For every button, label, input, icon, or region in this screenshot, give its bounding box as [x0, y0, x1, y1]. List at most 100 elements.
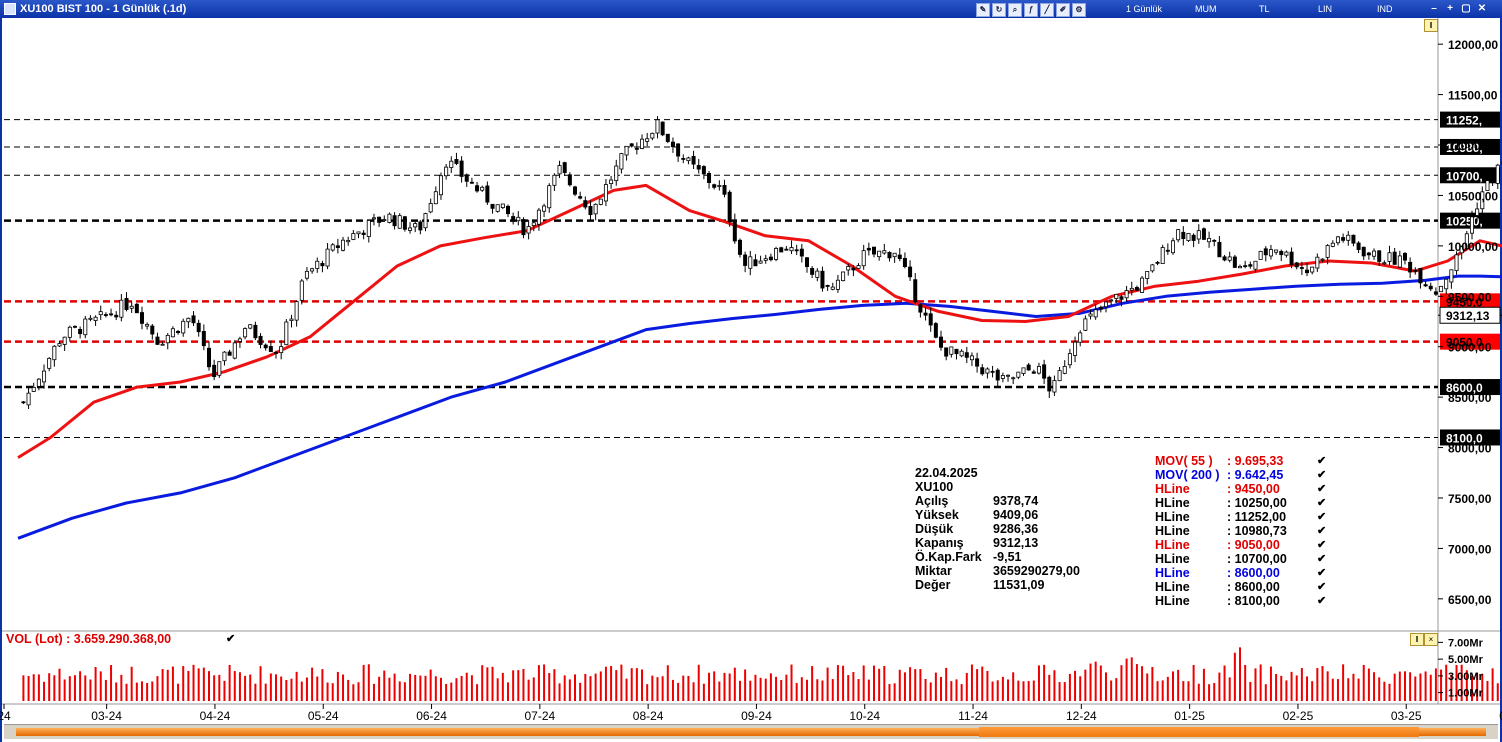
- legend-value: : 8100,00: [1227, 594, 1280, 608]
- hline-label-bg: [1440, 333, 1500, 350]
- candle-body: [304, 270, 309, 279]
- formula-icon[interactable]: ƒ: [1024, 3, 1038, 17]
- candle-body: [1475, 208, 1480, 216]
- candle-body: [1243, 265, 1248, 268]
- candle-body: [26, 392, 31, 406]
- legend-check-icon[interactable]: ✔: [1317, 553, 1327, 565]
- time-tick-label: 04-24: [200, 709, 231, 723]
- legend-name: HLine: [1155, 524, 1190, 538]
- legend-check-icon[interactable]: ✔: [1317, 469, 1327, 481]
- currency-selector[interactable]: TL: [1259, 4, 1270, 14]
- legend-check-icon[interactable]: ✔: [1317, 539, 1327, 551]
- candle-body: [109, 313, 114, 316]
- candle-body: [619, 153, 624, 170]
- volume-check-icon[interactable]: ✔: [226, 633, 236, 645]
- candle-body: [985, 368, 990, 374]
- indicator-selector[interactable]: IND: [1377, 4, 1393, 14]
- minimize-icon[interactable]: –: [1431, 3, 1437, 14]
- candle-body: [310, 268, 315, 272]
- scroll-track[interactable]: [16, 728, 1486, 736]
- scroll-thumb[interactable]: [979, 727, 1419, 737]
- legend-name: HLine: [1155, 482, 1190, 496]
- legend-row[interactable]: MOV( 200 ): 9.642,45 ✔: [1155, 468, 1326, 482]
- legend-check-icon[interactable]: ✔: [1317, 567, 1327, 579]
- legend-row[interactable]: HLine: 8100,00 ✔: [1155, 594, 1326, 608]
- candle-body: [1330, 242, 1335, 247]
- legend-row[interactable]: HLine: 9450,00 ✔: [1155, 482, 1326, 496]
- legend-check-icon[interactable]: ✔: [1317, 525, 1327, 537]
- candle-body: [408, 227, 413, 231]
- legend-value: : 8600,00: [1227, 580, 1280, 594]
- candle-body: [1310, 266, 1315, 273]
- candle-body: [954, 348, 959, 355]
- candle-body: [1397, 255, 1402, 268]
- candle-body: [139, 312, 144, 324]
- candle-body: [201, 331, 206, 347]
- legend-row[interactable]: HLine: 8600,00 ✔: [1155, 580, 1326, 594]
- candle-body: [1428, 285, 1433, 290]
- hline-label-bg: [1440, 379, 1500, 396]
- candle-body: [1078, 332, 1083, 343]
- panel-close-icon[interactable]: ×: [1424, 633, 1438, 646]
- candle-body: [1098, 306, 1103, 310]
- info-label: Miktar: [915, 564, 952, 578]
- legend-check-icon[interactable]: ✔: [1317, 511, 1327, 523]
- candle-body: [980, 367, 985, 375]
- time-tick-label: 08-24: [633, 709, 664, 723]
- candle-body: [1325, 245, 1330, 258]
- legend-row[interactable]: HLine: 11252,00 ✔: [1155, 510, 1326, 524]
- legend-row[interactable]: HLine: 9050,00 ✔: [1155, 538, 1326, 552]
- candle-body: [681, 158, 686, 160]
- legend-row[interactable]: HLine: 10980,73 ✔: [1155, 524, 1326, 538]
- zoom-icon[interactable]: ⌕: [1008, 3, 1022, 17]
- refresh-icon[interactable]: ↻: [992, 3, 1006, 17]
- zoom-in-icon[interactable]: +: [1447, 3, 1453, 14]
- scale-selector[interactable]: LIN: [1318, 4, 1333, 14]
- time-scrollbar[interactable]: [4, 724, 1498, 739]
- candle-body: [531, 222, 536, 226]
- candle-body: [1351, 234, 1356, 244]
- pencil-icon[interactable]: ✐: [1056, 3, 1070, 17]
- candle-body: [258, 335, 263, 345]
- info-toggle-icon[interactable]: ‖: [1424, 19, 1438, 32]
- candle-body: [1073, 341, 1078, 356]
- candle-body: [722, 185, 727, 195]
- legend-check-icon[interactable]: ✔: [1317, 497, 1327, 509]
- candle-body: [1408, 261, 1413, 273]
- close-icon[interactable]: ✕: [1477, 3, 1487, 14]
- legend-row[interactable]: HLine: 10250,00 ✔: [1155, 496, 1326, 510]
- candle-body: [1016, 371, 1021, 378]
- legend-check-icon[interactable]: ✔: [1317, 483, 1327, 495]
- candle-body: [315, 260, 320, 269]
- candle-body: [1382, 262, 1387, 265]
- panel-pause-icon[interactable]: ‖: [1410, 633, 1424, 646]
- legend-row[interactable]: HLine: 8600,00 ✔: [1155, 566, 1326, 580]
- last-price-box: [1439, 306, 1501, 324]
- legend-value: : 10700,00: [1227, 552, 1287, 566]
- candle-body: [1186, 232, 1191, 241]
- draw-tool-icon[interactable]: ✎: [976, 3, 990, 17]
- candle-body: [361, 232, 366, 235]
- candle-type-selector[interactable]: MUM: [1195, 4, 1217, 14]
- candle-body: [1469, 216, 1474, 234]
- legend-check-icon[interactable]: ✔: [1317, 581, 1327, 593]
- candle-body: [1485, 180, 1490, 191]
- candle-body: [464, 174, 469, 182]
- legend-row[interactable]: HLine: 10700,00 ✔: [1155, 552, 1326, 566]
- candle-body: [866, 247, 871, 251]
- settings-icon[interactable]: ⚙: [1072, 3, 1086, 17]
- legend-check-icon[interactable]: ✔: [1317, 455, 1327, 467]
- trendline-icon[interactable]: ╱: [1040, 3, 1054, 17]
- period-selector[interactable]: 1 Günlük: [1126, 4, 1163, 14]
- candle-body: [588, 206, 593, 216]
- candle-body: [243, 328, 248, 338]
- legend-row[interactable]: MOV( 55 ): 9.695,33 ✔: [1155, 454, 1326, 468]
- info-label: Değer: [915, 578, 951, 592]
- legend-check-icon[interactable]: ✔: [1317, 595, 1327, 607]
- restore-icon[interactable]: ▢: [1461, 3, 1471, 14]
- candle-body: [743, 254, 748, 266]
- candle-body: [1026, 364, 1031, 371]
- app-icon[interactable]: [4, 3, 16, 15]
- indicator-legend: MOV( 55 ): 9.695,33 ✔ MOV( 200 ): 9.642,45…: [1155, 454, 1326, 608]
